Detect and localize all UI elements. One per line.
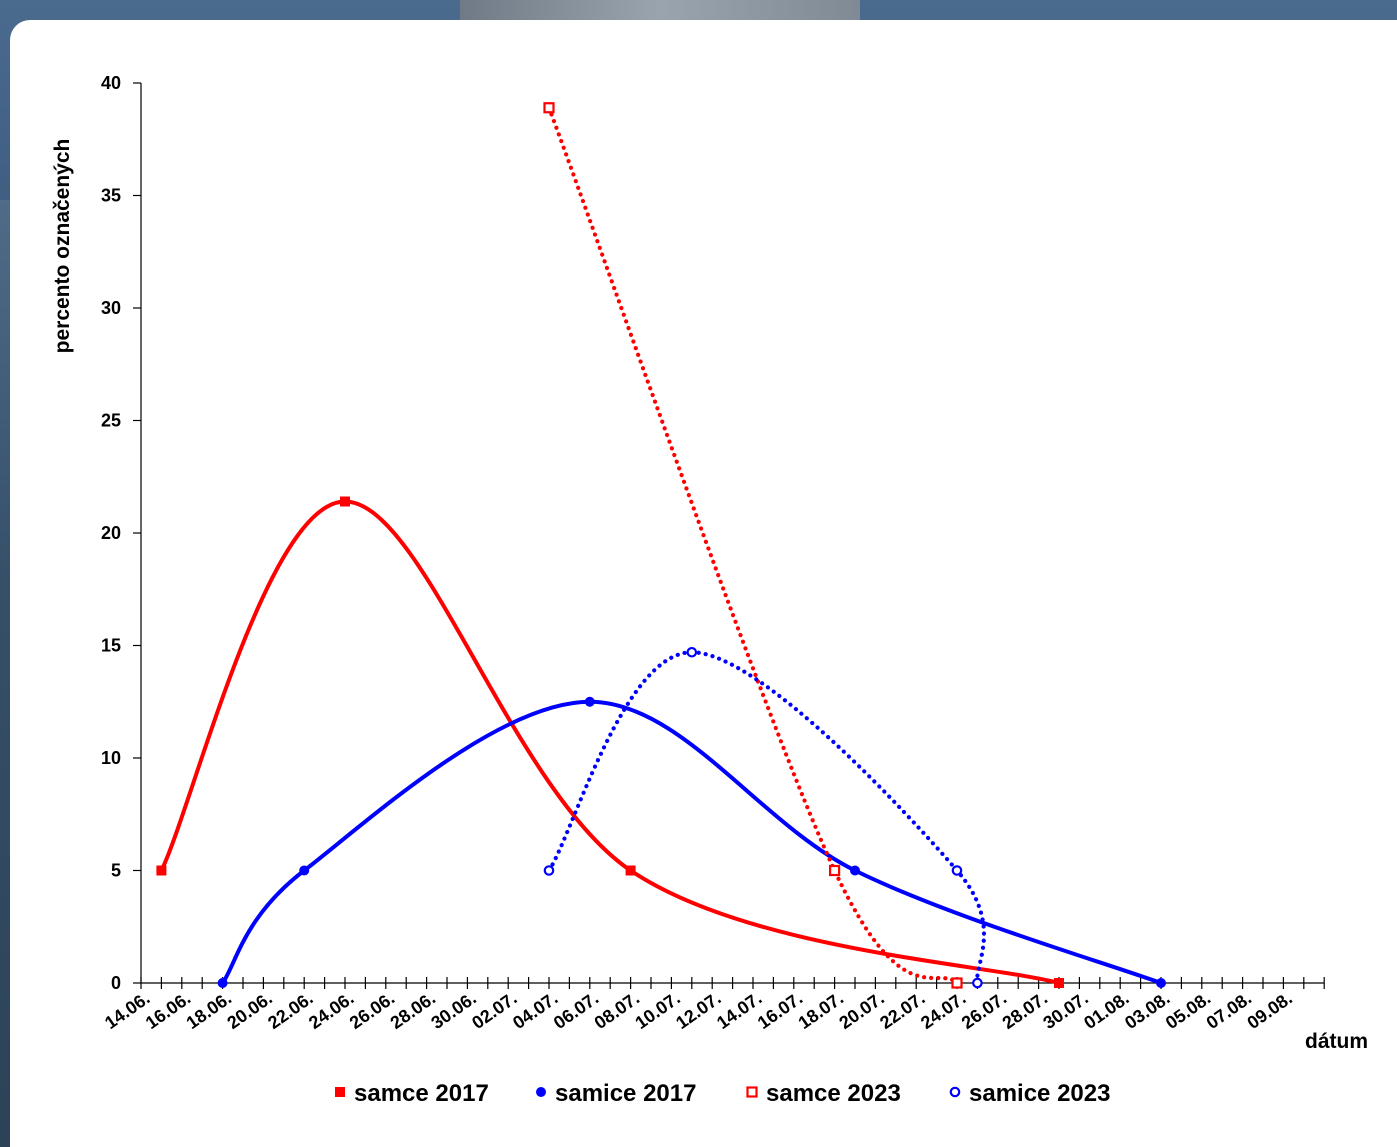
data-point-series-4 bbox=[972, 977, 983, 989]
x-tick-label: 14.07. bbox=[713, 988, 765, 1033]
x-axis-title: dátum bbox=[1305, 1030, 1368, 1053]
series-line-1 bbox=[159, 499, 1061, 985]
x-tick-label: 05.08. bbox=[1162, 988, 1214, 1033]
y-axis-title: percento označených bbox=[51, 139, 74, 354]
x-tick-label: 26.06. bbox=[346, 988, 398, 1033]
legend-label-3: samce 2023 bbox=[766, 1080, 901, 1107]
x-tick-label: 28.06. bbox=[387, 988, 439, 1033]
data-point-series-2 bbox=[1156, 978, 1166, 988]
x-tick-label: 02.07. bbox=[468, 988, 520, 1033]
y-tick-label: 5 bbox=[111, 861, 121, 881]
chart-card bbox=[10, 20, 1397, 1147]
legend-label-2: samice 2017 bbox=[555, 1080, 696, 1107]
x-tick-label: 30.06. bbox=[427, 988, 479, 1033]
x-tick-label: 08.07. bbox=[591, 988, 643, 1033]
x-tick-label: 16.07. bbox=[754, 988, 806, 1033]
legend-marker-3 bbox=[746, 1086, 758, 1098]
x-tick-label: 14.06. bbox=[101, 988, 153, 1033]
data-point-series-1 bbox=[1054, 978, 1064, 988]
y-tick-label: 25 bbox=[101, 411, 121, 431]
x-tick-label: 01.08. bbox=[1080, 988, 1132, 1033]
data-point-series-2 bbox=[584, 696, 595, 707]
y-tick-label: 0 bbox=[111, 973, 121, 993]
data-point-series-2 bbox=[217, 978, 228, 988]
x-tick-label: 16.06. bbox=[142, 988, 194, 1033]
y-tick-label: 10 bbox=[101, 748, 121, 768]
x-tick-label: 18.06. bbox=[183, 988, 235, 1033]
y-tick-label: 20 bbox=[101, 523, 121, 543]
data-point-series-1 bbox=[625, 865, 636, 876]
data-point-series-3 bbox=[828, 864, 841, 877]
data-point-series-4 bbox=[686, 646, 698, 658]
x-tick-label: 12.07. bbox=[672, 988, 724, 1033]
legend-marker-2 bbox=[536, 1087, 546, 1097]
data-point-series-2 bbox=[299, 865, 310, 876]
data-point-series-3 bbox=[543, 102, 555, 114]
x-tick-label: 24.07. bbox=[917, 988, 969, 1033]
x-tick-label: 10.07. bbox=[631, 988, 683, 1033]
x-tick-label: 26.07. bbox=[958, 988, 1010, 1033]
background-rock bbox=[460, 0, 860, 22]
series-line-2 bbox=[220, 699, 1163, 985]
x-tick-label: 22.06. bbox=[264, 988, 316, 1033]
legend-label-1: samce 2017 bbox=[354, 1080, 489, 1107]
y-tick-label: 15 bbox=[101, 636, 121, 656]
data-point-series-1 bbox=[340, 496, 350, 507]
x-tick-label: 24.06. bbox=[305, 988, 357, 1033]
x-tick-label: 03.08. bbox=[1121, 988, 1173, 1033]
data-point-series-4 bbox=[543, 865, 555, 876]
x-tick-label: 22.07. bbox=[876, 988, 928, 1033]
x-tick-label: 18.07. bbox=[795, 988, 847, 1033]
y-tick-label: 30 bbox=[101, 298, 121, 318]
data-point-series-3 bbox=[951, 977, 963, 989]
legend-marker-1 bbox=[335, 1087, 345, 1097]
y-tick-label: 40 bbox=[101, 73, 121, 93]
x-tick-label: 30.07. bbox=[1039, 988, 1091, 1033]
y-tick-label: 35 bbox=[101, 186, 121, 206]
legend-marker-4 bbox=[949, 1086, 961, 1098]
x-tick-label: 04.07. bbox=[509, 988, 561, 1033]
x-tick-label: 06.07. bbox=[550, 988, 602, 1033]
data-point-series-2 bbox=[850, 865, 860, 876]
x-tick-label: 07.08. bbox=[1203, 988, 1255, 1033]
series-line-4 bbox=[546, 650, 986, 986]
x-tick-label: 20.07. bbox=[835, 988, 887, 1033]
x-tick-label: 20.06. bbox=[223, 988, 275, 1033]
legend-label-4: samice 2023 bbox=[969, 1080, 1110, 1107]
data-point-series-4 bbox=[951, 865, 963, 876]
series-line-3 bbox=[546, 105, 960, 986]
x-tick-label: 28.07. bbox=[999, 988, 1051, 1033]
data-point-series-1 bbox=[156, 865, 167, 876]
x-tick-label: 09.08. bbox=[1243, 988, 1295, 1033]
